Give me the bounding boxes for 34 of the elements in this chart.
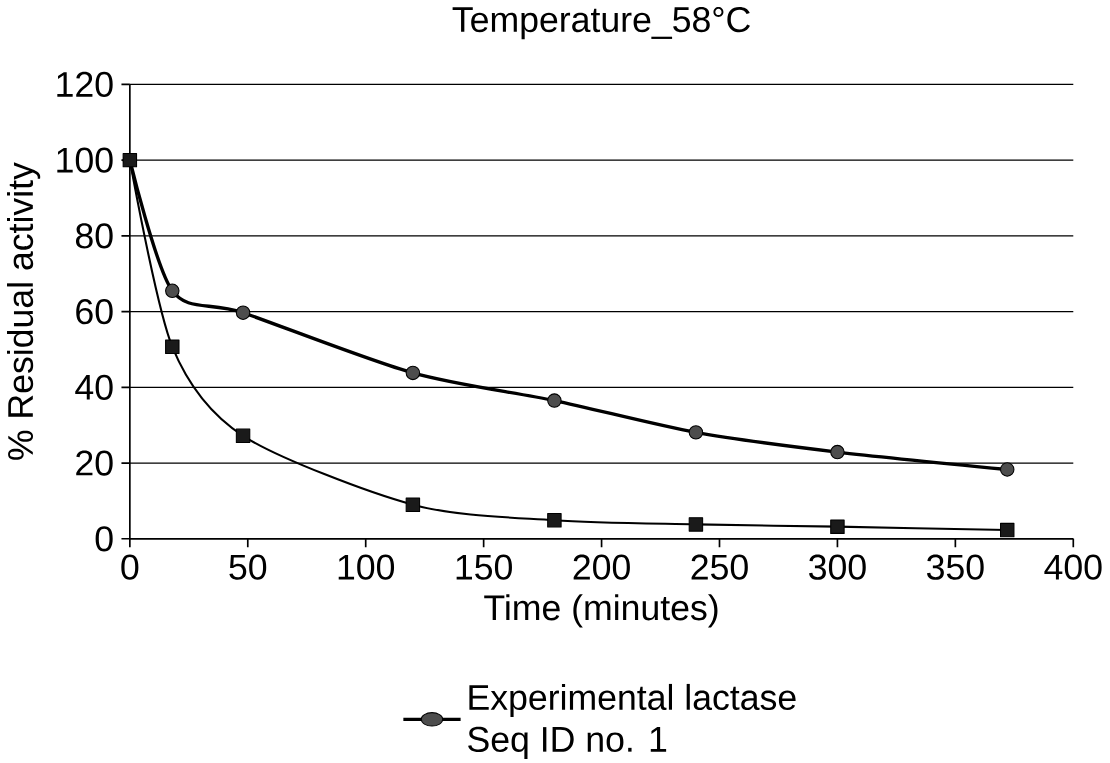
y-tick-label: 100 xyxy=(57,147,113,173)
x-tick-label: 250 xyxy=(691,554,748,580)
y-axis-title: % Residual activity xyxy=(7,162,41,460)
point xyxy=(547,393,562,408)
y-tick-label: 0 xyxy=(95,526,113,552)
y-tick-label: 120 xyxy=(57,71,113,97)
x-tick-label: 0 xyxy=(121,554,139,580)
x-tick-label: 350 xyxy=(926,554,984,580)
point xyxy=(830,444,845,460)
x-axis-title: Time (minutes) xyxy=(484,594,718,628)
point xyxy=(405,497,421,512)
y-tick-label: 60 xyxy=(76,298,113,325)
x-tick-label: 100 xyxy=(338,554,395,580)
point xyxy=(1000,462,1015,477)
y-tick-label: 20 xyxy=(76,450,113,476)
point xyxy=(165,283,180,298)
chart-title: Temperature_58°C xyxy=(452,6,750,40)
point xyxy=(688,517,704,532)
x-tick-label: 50 xyxy=(229,554,267,580)
point xyxy=(688,425,704,440)
x-tick-label: 400 xyxy=(1044,554,1102,580)
x-tick-label: 200 xyxy=(573,554,630,580)
y-tick-label: 80 xyxy=(75,223,113,249)
y-tick-label: 40 xyxy=(75,374,113,400)
point xyxy=(405,365,421,381)
x-tick-label: 300 xyxy=(809,554,866,580)
point xyxy=(547,512,562,528)
point xyxy=(1000,522,1015,538)
point xyxy=(235,305,251,320)
x-tick-label: 150 xyxy=(456,554,512,580)
point xyxy=(830,519,845,534)
point xyxy=(165,339,180,354)
legend-label: Experimental lactase Seq ID no. 1 xyxy=(468,683,796,759)
point xyxy=(235,428,251,443)
